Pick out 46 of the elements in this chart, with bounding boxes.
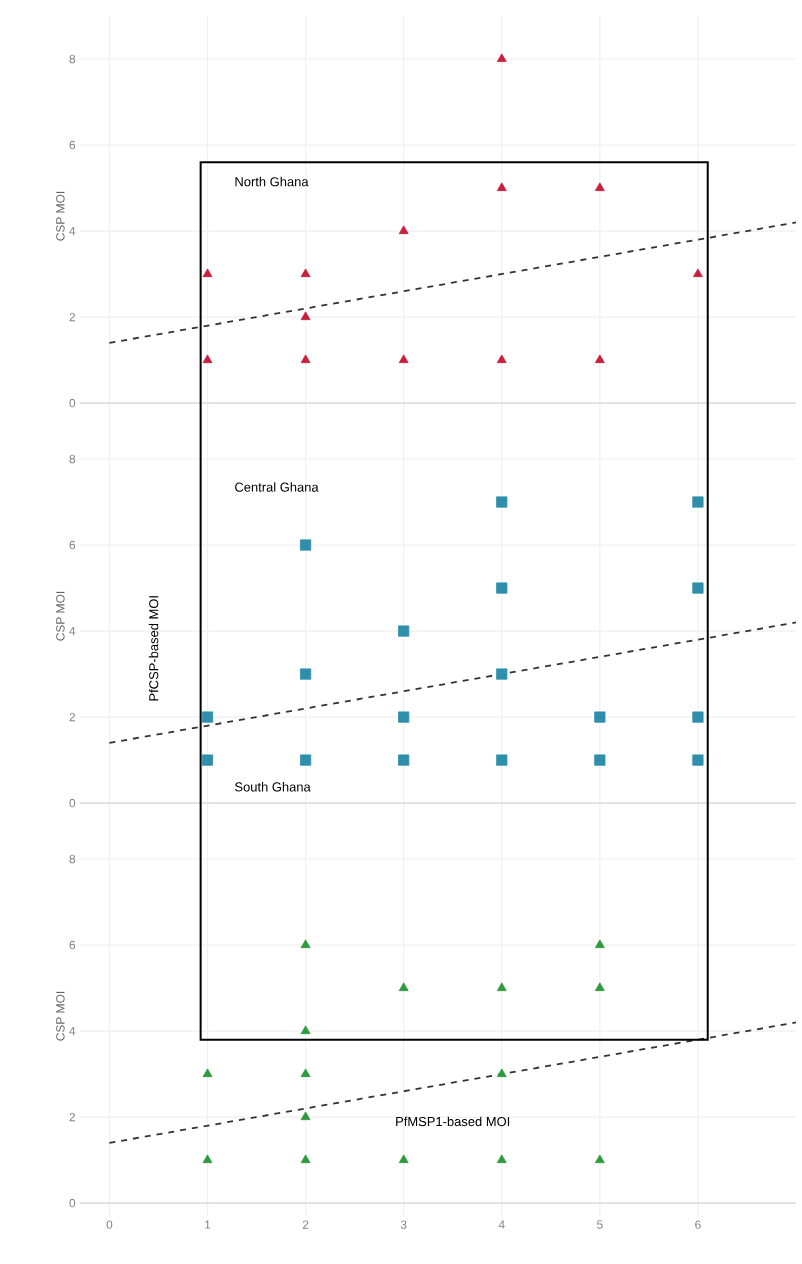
point [594, 354, 605, 364]
point [692, 754, 704, 766]
point [496, 496, 508, 508]
point [398, 1154, 409, 1164]
point [300, 754, 312, 766]
point [398, 354, 409, 364]
point [202, 354, 213, 364]
point [594, 182, 605, 192]
point [398, 982, 409, 992]
point [692, 711, 704, 723]
point [300, 1068, 311, 1078]
point [496, 1068, 507, 1078]
point [692, 496, 704, 508]
point [594, 711, 606, 723]
point [300, 1025, 311, 1035]
point [594, 1154, 605, 1164]
point [202, 1154, 213, 1164]
point [496, 1154, 507, 1164]
point [300, 668, 312, 680]
point [594, 982, 605, 992]
point [398, 711, 410, 723]
point [300, 1111, 311, 1121]
point [496, 53, 507, 62]
point [693, 268, 703, 278]
point [201, 711, 214, 723]
point [496, 582, 508, 594]
point [300, 311, 311, 321]
point [496, 754, 508, 766]
point [201, 754, 214, 766]
point [300, 268, 311, 278]
point [300, 539, 312, 551]
point [594, 754, 606, 766]
point [496, 982, 507, 992]
point [300, 1154, 311, 1164]
point [300, 939, 311, 949]
point [692, 582, 704, 594]
point [398, 754, 410, 766]
point [202, 1068, 213, 1078]
point [496, 182, 507, 192]
point [594, 939, 605, 949]
point [398, 625, 410, 637]
point [300, 354, 311, 364]
point [496, 354, 507, 364]
point [202, 268, 213, 278]
point [496, 668, 508, 680]
point [398, 225, 409, 235]
